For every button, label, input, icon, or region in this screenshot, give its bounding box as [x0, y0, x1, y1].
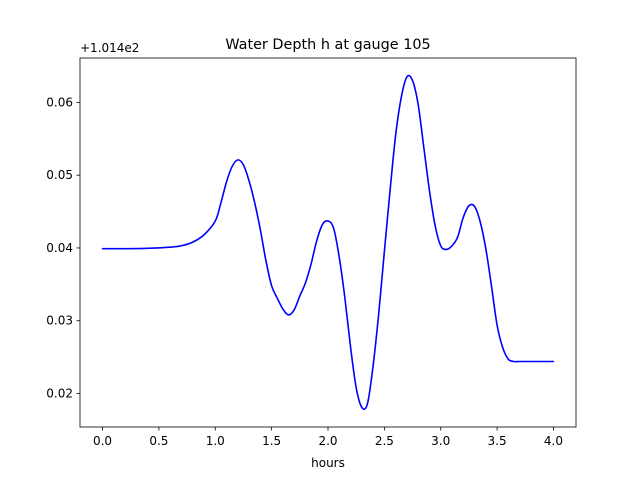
y-offset-label: +1.014e2: [80, 41, 139, 55]
x-tick-label: 4.0: [544, 434, 563, 448]
x-tick-label: 0.0: [93, 434, 112, 448]
x-tick-label: 0.5: [149, 434, 168, 448]
x-axis-ticks: 0.0 0.5 1.0 1.5 2.0 2.5 3.0 3.5 4.0: [93, 427, 563, 448]
x-tick-label: 1.5: [262, 434, 281, 448]
x-tick-label: 3.5: [488, 434, 507, 448]
x-tick-label: 2.0: [318, 434, 337, 448]
y-axis-ticks: 0.02 0.03 0.04 0.05 0.06: [46, 95, 80, 401]
y-tick-label: 0.05: [46, 168, 73, 182]
y-tick-label: 0.02: [46, 387, 73, 401]
x-tick-label: 2.5: [375, 434, 394, 448]
series-line: [101, 74, 555, 410]
x-axis-label: hours: [311, 456, 345, 470]
y-tick-label: 0.03: [46, 314, 73, 328]
chart-title: Water Depth h at gauge 105: [225, 37, 430, 53]
y-tick-label: 0.04: [46, 241, 73, 255]
y-tick-label: 0.06: [46, 95, 73, 109]
x-tick-label: 3.0: [431, 434, 450, 448]
x-tick-label: 1.0: [206, 434, 225, 448]
plot-frame: [79, 57, 577, 428]
plot-area: [101, 74, 555, 410]
